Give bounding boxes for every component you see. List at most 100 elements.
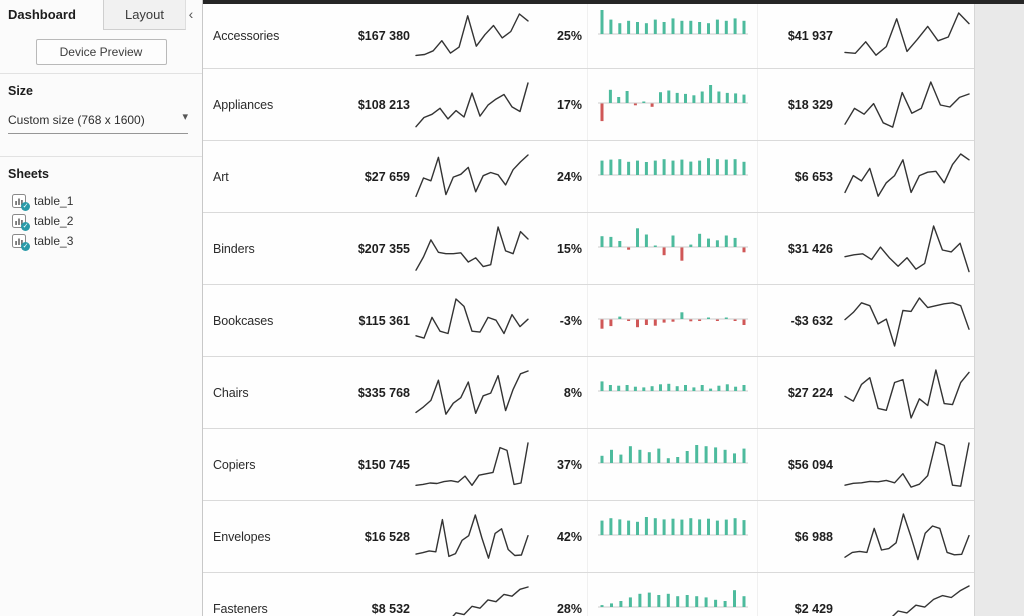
bar-chart-svg	[597, 84, 748, 121]
profit-ratio-cell: 42%	[533, 501, 588, 572]
sparkline-svg	[414, 441, 529, 486]
profit-value-cell: $2 429	[794, 601, 833, 616]
profit-ratio-cell: 17%	[533, 69, 588, 140]
table-row: Envelopes $16 528 42% $6 988	[203, 501, 974, 573]
profit-ratio-cell: -3%	[533, 285, 588, 356]
sparkline-svg	[414, 297, 529, 339]
profit-bar-chart	[588, 285, 758, 356]
sales-sparkline	[410, 429, 533, 500]
table-row: Copiers $150 745 37% $56 094	[203, 429, 974, 501]
sales-value-cell: $108 213	[357, 97, 410, 112]
sheets-section-title: Sheets	[8, 167, 49, 181]
tab-dashboard[interactable]: Dashboard	[8, 7, 76, 22]
sheets-section: Sheets ✓ table_1 ✓ table_2	[0, 157, 202, 251]
size-section-title: Size	[8, 84, 34, 98]
collapse-panel-icon[interactable]: ‹	[188, 6, 194, 22]
sparkline-svg	[843, 224, 970, 272]
bar-chart-svg	[597, 589, 748, 607]
tab-layout[interactable]: Layout	[103, 0, 186, 30]
sparkline-svg	[451, 585, 529, 616]
table-row: Art $27 659 24% $6 653	[203, 141, 974, 213]
sales-sparkline	[410, 285, 533, 356]
sheet-item[interactable]: ✓ table_2	[8, 211, 194, 231]
category-cell: Envelopes	[213, 529, 271, 544]
bar-chart-svg	[597, 444, 748, 463]
device-preview-row: Device Preview	[0, 30, 202, 73]
bar-chart-svg	[597, 380, 748, 391]
sheet-list: ✓ table_1 ✓ table_2 ✓ table_3	[8, 191, 194, 251]
profit-value-cell: $6 988	[794, 529, 833, 544]
sales-value-cell: $115 361	[358, 313, 410, 328]
sheet-item[interactable]: ✓ table_3	[8, 231, 194, 251]
check-badge-icon: ✓	[21, 242, 30, 251]
profit-sparkline	[838, 213, 974, 284]
sales-value-cell: $8 532	[371, 601, 410, 616]
profit-bar-chart	[588, 69, 758, 140]
profit-bar-chart	[588, 141, 758, 212]
sparkline-svg	[890, 584, 970, 616]
sidebar-tabbar: Dashboard Layout ‹	[0, 0, 202, 30]
size-select[interactable]: Custom size (768 x 1600) ▾	[8, 111, 188, 134]
category-cell: Bookcases	[213, 313, 274, 328]
sparkline-svg	[414, 81, 529, 127]
sales-value-cell: $167 380	[357, 29, 410, 43]
profit-value-cell: $31 426	[787, 241, 833, 256]
sheet-item-label: table_1	[34, 194, 74, 208]
sparkline-svg	[414, 153, 529, 197]
profit-value-cell: $27 224	[787, 385, 833, 400]
sparkline-svg	[414, 225, 529, 271]
sheet-item-label: table_3	[34, 234, 74, 248]
sparkline-svg	[414, 369, 529, 415]
check-badge-icon: ✓	[21, 202, 30, 211]
sales-value-cell: $207 355	[357, 241, 410, 256]
dashboard-canvas[interactable]: Accessories $167 380 25% $41 937 Applian…	[203, 0, 975, 616]
category-cell: Fasteners	[213, 601, 268, 616]
profit-value-cell: $18 329	[787, 97, 833, 112]
canvas-top-edge	[203, 0, 1024, 4]
sales-sparkline	[410, 4, 533, 68]
sales-sparkline	[410, 357, 533, 428]
sparkline-svg	[414, 513, 529, 559]
device-preview-button[interactable]: Device Preview	[35, 39, 167, 65]
table-row: Appliances $108 213 17% $18 329	[203, 69, 974, 141]
sparkline-svg	[414, 13, 529, 57]
sparkline-svg	[843, 296, 970, 347]
sheet-chart-icon: ✓	[12, 214, 30, 231]
sheet-chart-icon: ✓	[12, 194, 30, 211]
sales-sparkline	[410, 501, 533, 572]
table-row: Chairs $335 768 8% $27 224	[203, 357, 974, 429]
canvas-right-margin	[975, 0, 1024, 616]
profit-sparkline	[838, 429, 974, 500]
table-row: Fasteners $8 532 28% $2 429	[203, 573, 974, 616]
profit-bar-chart	[588, 573, 758, 616]
profit-sparkline	[838, 573, 974, 616]
profit-value-cell: $41 937	[787, 29, 833, 43]
sales-value-cell: $16 528	[364, 529, 410, 544]
sales-value-cell: $27 659	[364, 169, 410, 184]
sales-sparkline	[410, 573, 533, 616]
sheet-item[interactable]: ✓ table_1	[8, 191, 194, 211]
sales-value-cell: $150 745	[357, 457, 410, 472]
sparkline-svg	[843, 440, 970, 488]
profit-sparkline	[838, 4, 974, 68]
dashboard-sidebar: Dashboard Layout ‹ Device Preview Size C…	[0, 0, 203, 616]
profit-value-cell: $6 653	[794, 169, 833, 184]
sidebar-divider	[0, 73, 202, 74]
bar-chart-svg	[597, 227, 748, 261]
profit-ratio-cell: 24%	[533, 141, 588, 212]
profit-ratio-cell: 25%	[533, 4, 588, 68]
profit-bar-chart	[588, 501, 758, 572]
bar-chart-svg	[597, 311, 748, 329]
sheet-item-label: table_2	[34, 214, 74, 228]
bar-chart-svg	[597, 157, 748, 175]
profit-ratio-cell: 37%	[533, 429, 588, 500]
sparkline-svg	[843, 152, 970, 197]
category-cell: Art	[213, 169, 229, 184]
category-cell: Copiers	[213, 457, 256, 472]
profit-sparkline	[838, 69, 974, 140]
category-cell: Accessories	[213, 29, 280, 43]
category-cell: Binders	[213, 241, 255, 256]
category-table: Accessories $167 380 25% $41 937 Applian…	[203, 4, 974, 616]
profit-sparkline	[838, 357, 974, 428]
